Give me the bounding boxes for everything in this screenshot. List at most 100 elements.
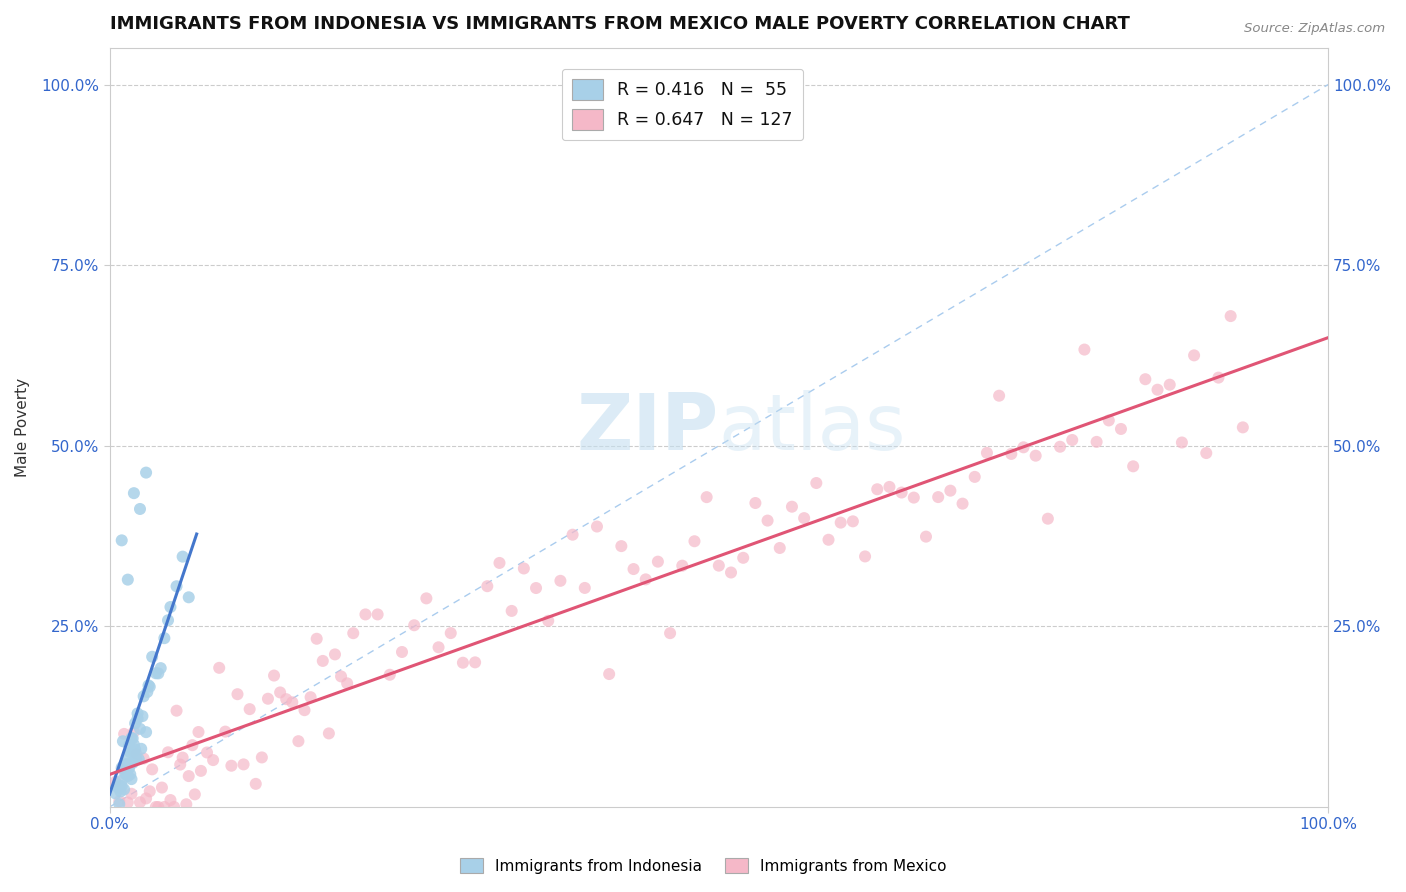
Point <box>817 533 839 547</box>
Point <box>184 788 207 802</box>
Point <box>124 716 146 731</box>
Point <box>830 516 852 530</box>
Point <box>1135 372 1157 386</box>
Point <box>707 558 730 573</box>
Point <box>586 519 609 533</box>
Point <box>132 751 155 765</box>
Point <box>177 769 200 783</box>
Point <box>1049 440 1071 454</box>
Point <box>153 631 176 645</box>
Point <box>806 476 828 491</box>
Point <box>121 756 143 770</box>
Point <box>111 734 134 748</box>
Point <box>733 550 755 565</box>
Point <box>136 685 159 699</box>
Point <box>1025 449 1047 463</box>
Point <box>115 756 138 771</box>
Point <box>208 661 231 675</box>
Point <box>1232 420 1254 434</box>
Point <box>464 656 486 670</box>
Point <box>157 745 180 759</box>
Point <box>780 500 803 514</box>
Point <box>245 777 267 791</box>
Point <box>1073 343 1095 357</box>
Point <box>513 561 536 575</box>
Point <box>127 712 149 726</box>
Point <box>610 539 633 553</box>
Point <box>118 761 141 775</box>
Point <box>574 581 596 595</box>
Point <box>623 562 645 576</box>
Point <box>150 780 173 795</box>
Point <box>1085 434 1108 449</box>
Point <box>1146 383 1168 397</box>
Text: ZIP: ZIP <box>576 390 718 466</box>
Point <box>118 739 141 753</box>
Point <box>145 666 167 681</box>
Point <box>111 773 134 788</box>
Point <box>117 796 139 810</box>
Point <box>263 668 285 682</box>
Point <box>214 724 236 739</box>
Point <box>129 741 152 756</box>
Point <box>1098 413 1121 427</box>
Point <box>135 466 157 480</box>
Point <box>550 574 572 588</box>
Point <box>696 490 718 504</box>
Point <box>1122 459 1144 474</box>
Point <box>139 784 162 798</box>
Point <box>129 722 152 736</box>
Point <box>107 780 129 795</box>
Point <box>111 762 134 776</box>
Point <box>139 680 162 694</box>
Point <box>159 793 181 807</box>
Point <box>195 746 218 760</box>
Point <box>166 579 188 593</box>
Point <box>294 703 316 717</box>
Point <box>111 533 134 548</box>
Point <box>148 666 170 681</box>
Point <box>1208 370 1230 384</box>
Point <box>939 483 962 498</box>
Point <box>153 800 176 814</box>
Point <box>108 778 131 792</box>
Text: atlas: atlas <box>718 390 907 466</box>
Point <box>121 787 143 801</box>
Point <box>927 490 949 504</box>
Point <box>117 748 139 763</box>
Point <box>129 795 152 809</box>
Point <box>111 761 134 775</box>
Point <box>330 669 353 683</box>
Point <box>257 691 280 706</box>
Point <box>120 745 142 759</box>
Point <box>323 648 346 662</box>
Point <box>1109 422 1132 436</box>
Point <box>108 794 131 808</box>
Point <box>287 734 309 748</box>
Point <box>202 753 225 767</box>
Point <box>169 757 191 772</box>
Point <box>122 724 145 739</box>
Point <box>135 725 157 739</box>
Point <box>163 800 186 814</box>
Legend: Immigrants from Indonesia, Immigrants from Mexico: Immigrants from Indonesia, Immigrants fr… <box>454 852 952 880</box>
Point <box>378 667 401 681</box>
Point <box>842 514 865 528</box>
Point <box>744 496 766 510</box>
Point <box>976 446 998 460</box>
Point <box>427 640 450 655</box>
Point <box>537 614 560 628</box>
Point <box>793 511 815 525</box>
Point <box>879 480 901 494</box>
Point <box>305 632 328 646</box>
Point <box>756 514 779 528</box>
Point <box>866 482 889 496</box>
Point <box>683 534 706 549</box>
Point <box>269 685 291 699</box>
Point <box>122 486 145 500</box>
Point <box>181 738 204 752</box>
Point <box>104 774 127 789</box>
Point <box>127 706 149 721</box>
Point <box>440 626 463 640</box>
Point <box>342 626 364 640</box>
